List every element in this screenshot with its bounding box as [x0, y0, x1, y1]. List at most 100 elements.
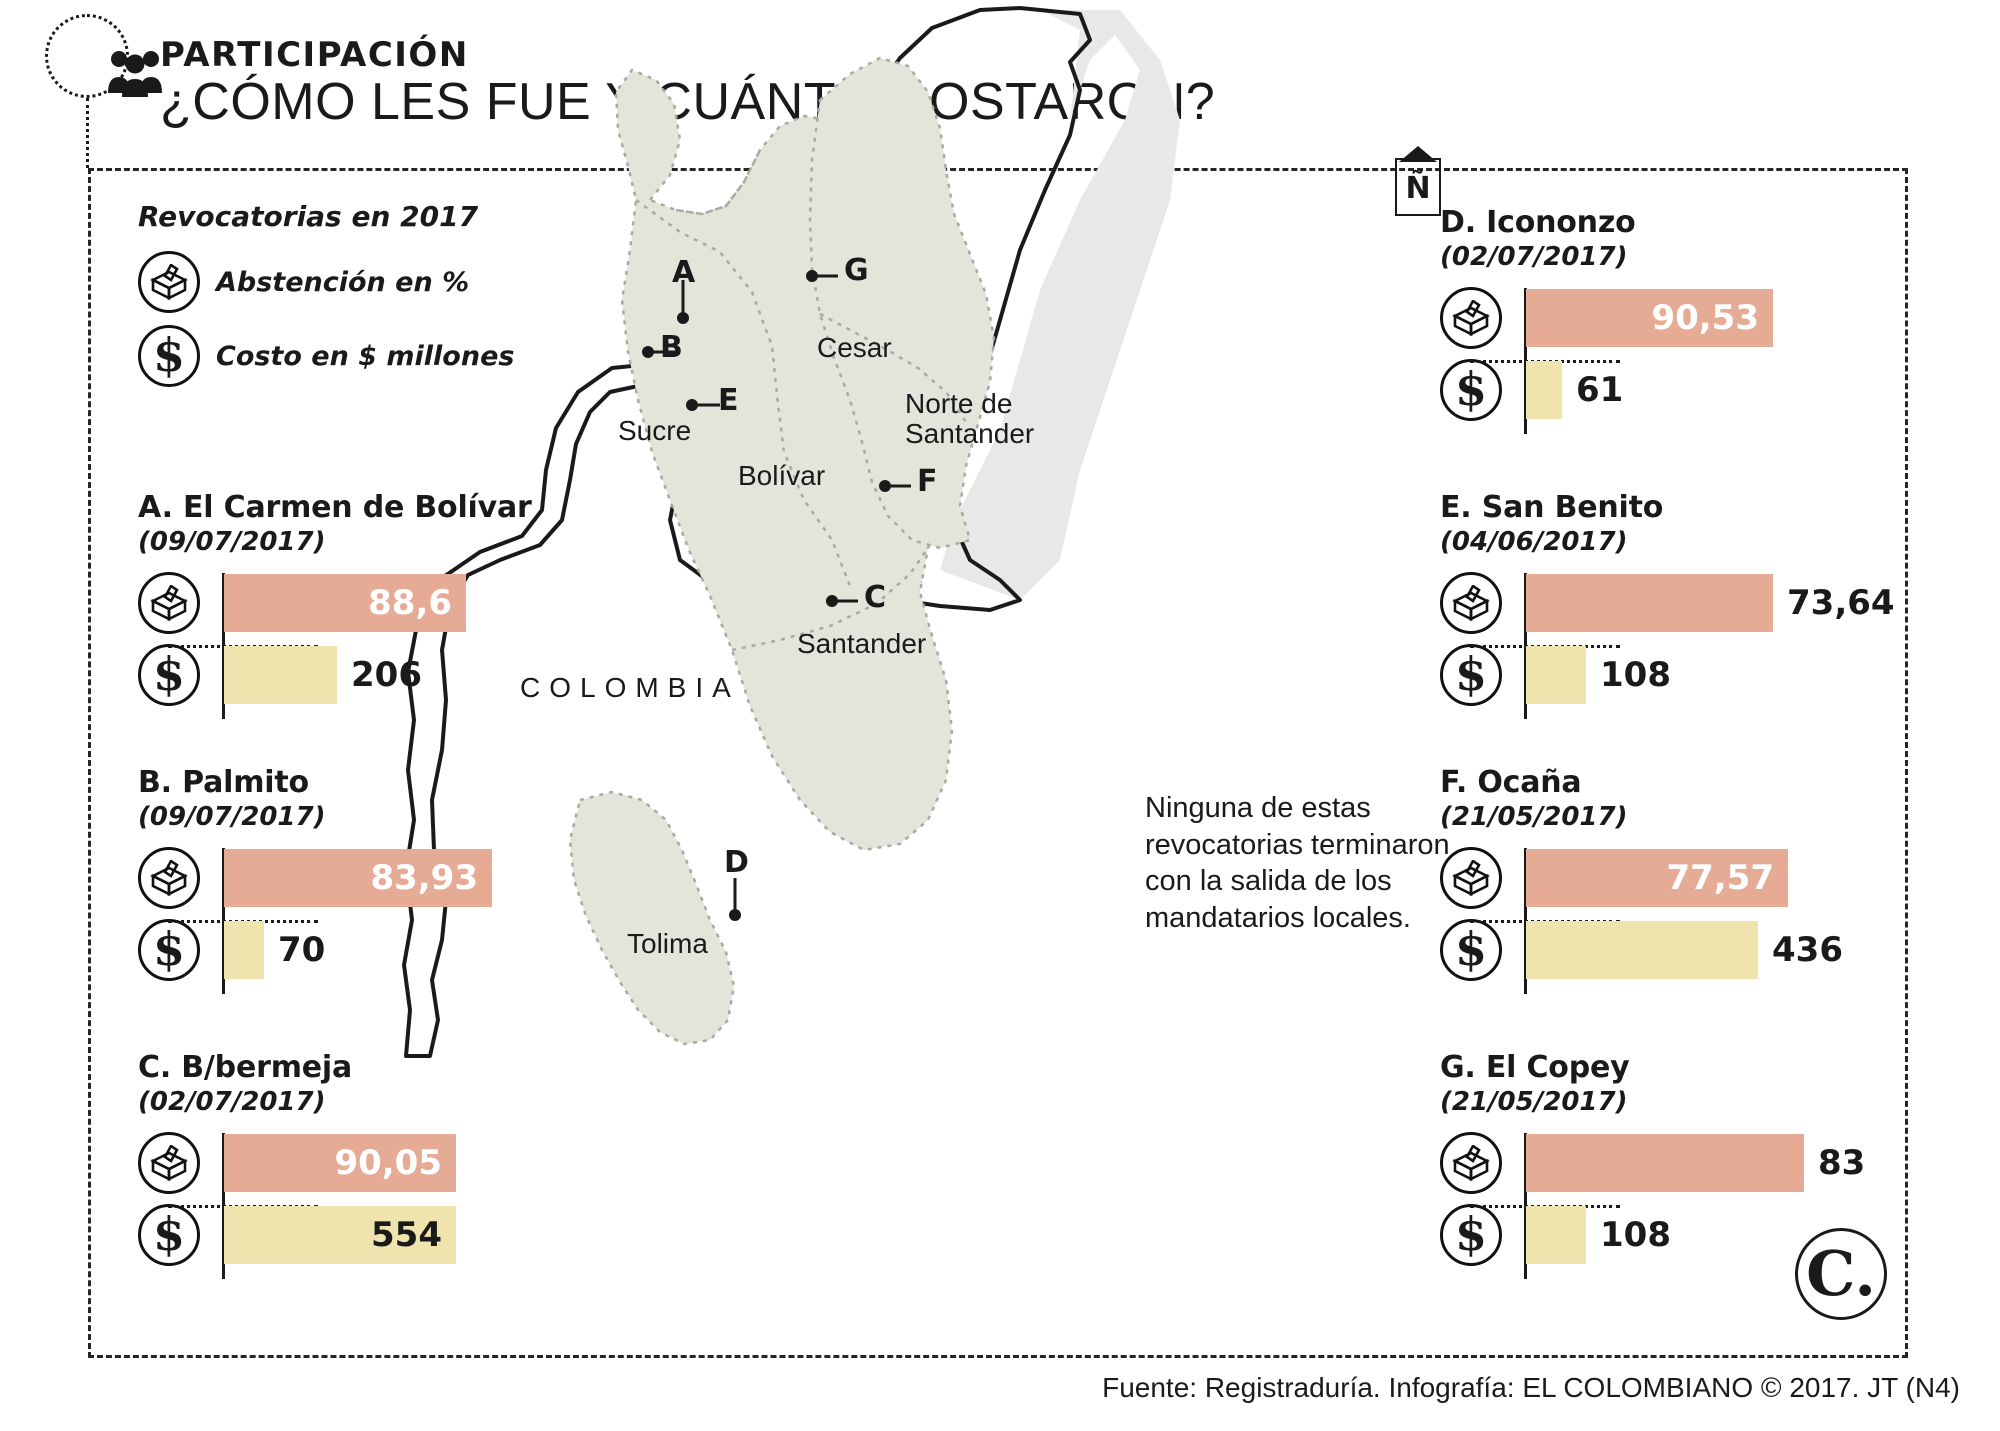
dollar-icon: $	[1440, 644, 1502, 706]
bar-value-abstencion: 83	[1818, 1143, 1866, 1183]
block-date-c: (02/07/2017)	[138, 1087, 326, 1117]
block-date-a: (09/07/2017)	[138, 527, 326, 557]
bar-row-abstencion: 90,05	[138, 1127, 598, 1199]
bar-value-costo: 108	[1600, 655, 1671, 695]
map-label-colombia: COLOMBIA	[520, 672, 740, 703]
legend-item-abstencion: Abstención en %	[138, 251, 558, 313]
block-bars-g: 83 $108	[1440, 1127, 1900, 1279]
bar-row-abstencion: 83,93	[138, 842, 598, 914]
bar-value-costo: 554	[371, 1215, 442, 1255]
block-date-f: (21/05/2017)	[1440, 802, 1628, 832]
map-svg	[402, 6, 1180, 1058]
map-label-cesar: Cesar	[817, 332, 892, 363]
bar-row-abstencion: 88,6	[138, 567, 598, 639]
chart-block-b: B. Palmito (09/07/2017) 83,93 $70	[138, 765, 598, 994]
chart-block-a: A. El Carmen de Bolívar (09/07/2017) 88,6 $…	[138, 490, 598, 719]
dollar-icon: $	[1440, 359, 1502, 421]
bar-abstencion: 88,6	[224, 574, 466, 632]
block-bars-c: 90,05 $554	[138, 1127, 598, 1279]
map-label-norte-santander-1: Norte de	[905, 388, 1013, 419]
source-credit: Fuente: Registraduría. Infografía: EL CO…	[1102, 1372, 1960, 1403]
bar-value-costo: 436	[1772, 930, 1843, 970]
bar-row-abstencion: 73,64	[1440, 567, 1900, 639]
bar-value-abstencion: 73,64	[1787, 583, 1895, 623]
bar-value-abstencion: 90,53	[1651, 298, 1759, 338]
block-bars-f: 77,57 $436	[1440, 842, 1900, 994]
map-label-tolima: Tolima	[627, 928, 708, 959]
bar-costo	[224, 646, 337, 704]
badge-stem-line	[86, 98, 89, 168]
ballot-box-icon	[1440, 847, 1502, 909]
bar-row-costo: $70	[138, 914, 598, 986]
legend-title: Revocatorias en 2017	[138, 200, 479, 233]
chart-block-d: D. Icononzo (02/07/2017) 90,53 $61	[1440, 205, 1900, 434]
bar-costo	[1526, 921, 1758, 979]
bar-abstencion	[1526, 1134, 1804, 1192]
bar-value-abstencion: 83,93	[370, 858, 478, 898]
bar-value-costo: 61	[1576, 370, 1624, 410]
bar-row-costo: $206	[138, 639, 598, 711]
block-title-d: D. Icononzo	[1440, 205, 1636, 240]
header: PARTICIPACIÓN ¿CÓMO LES FUE Y CUÁNTO COS…	[0, 0, 2000, 170]
bar-costo	[1526, 1206, 1586, 1264]
bar-row-abstencion: 90,53	[1440, 282, 1900, 354]
block-title-b: B. Palmito	[138, 765, 309, 800]
block-bars-d: 90,53 $61	[1440, 282, 1900, 434]
block-title-c: C. B/bermeja	[138, 1050, 353, 1085]
block-title-g: G. El Copey	[1440, 1050, 1630, 1085]
map-note: Ninguna de estas revocatorias terminaron…	[1145, 792, 1450, 934]
bar-abstencion	[1526, 574, 1773, 632]
bar-costo: 554	[224, 1206, 456, 1264]
people-badge-circle	[45, 14, 162, 98]
ballot-box-icon	[1440, 572, 1502, 634]
map-label-sucre: Sucre	[618, 415, 692, 446]
block-date-e: (04/06/2017)	[1440, 527, 1628, 557]
bar-row-costo: $436	[1440, 914, 1900, 986]
map-colombia: Ñ Cesar Norte de Santander Sucre Bolívar…	[380, 0, 1560, 1380]
bar-row-abstencion: 83	[1440, 1127, 1900, 1199]
chart-block-g: G. El Copey (21/05/2017) 83 $108	[1440, 1050, 1900, 1279]
compass-icon: Ñ	[1395, 158, 1441, 216]
dollar-icon: $	[1440, 1204, 1502, 1266]
header-kicker: PARTICIPACIÓN	[160, 35, 469, 75]
bar-value-costo: 108	[1600, 1215, 1671, 1255]
bar-abstencion: 90,53	[1526, 289, 1773, 347]
block-bars-b: 83,93 $70	[138, 842, 598, 994]
bar-abstencion: 83,93	[224, 849, 492, 907]
map-label-norte-santander-2: Santander	[905, 418, 1035, 449]
map-point-e: E	[718, 383, 739, 418]
dollar-icon: $	[138, 325, 200, 387]
people-icon	[108, 51, 162, 97]
chart-block-c: C. B/bermeja (02/07/2017) 90,05 $554	[138, 1050, 598, 1279]
bar-abstencion: 90,05	[224, 1134, 456, 1192]
ballot-box-icon	[138, 847, 200, 909]
block-title-e: E. San Benito	[1440, 490, 1664, 525]
block-date-g: (21/05/2017)	[1440, 1087, 1628, 1117]
ballot-box-icon	[138, 572, 200, 634]
map-point-b: B	[660, 330, 683, 365]
bar-row-costo: $108	[1440, 1199, 1900, 1271]
map-label-santander: Santander	[797, 628, 927, 659]
chart-block-e: E. San Benito (04/06/2017) 73,64 $108	[1440, 490, 1900, 719]
bar-costo	[224, 921, 264, 979]
page-title: ¿CÓMO LES FUE Y CUÁNTO COSTARON?	[160, 73, 1216, 131]
map-label-bolivar: Bolívar	[738, 460, 826, 491]
map-point-c: C	[864, 580, 887, 615]
map-point-d: D	[724, 845, 749, 880]
dollar-icon: $	[138, 919, 200, 981]
brand-logo: C.	[1795, 1228, 1887, 1320]
legend-item-costo: $ Costo en $ millones	[138, 325, 558, 387]
legend-label-abstencion: Abstención en %	[216, 266, 470, 298]
dollar-icon: $	[1440, 919, 1502, 981]
chart-block-f: F. Ocaña (21/05/2017) 77,57 $436	[1440, 765, 1900, 994]
map-point-g: G	[844, 253, 869, 288]
bar-costo	[1526, 361, 1562, 419]
bar-abstencion: 77,57	[1526, 849, 1788, 907]
legend: Revocatorias en 2017 Abstención en % $ C…	[138, 200, 558, 399]
block-title-a: A. El Carmen de Bolívar	[138, 490, 532, 525]
dollar-icon: $	[138, 644, 200, 706]
ballot-box-icon	[1440, 287, 1502, 349]
bar-row-costo: $554	[138, 1199, 598, 1271]
bar-row-abstencion: 77,57	[1440, 842, 1900, 914]
legend-label-costo: Costo en $ millones	[216, 340, 515, 372]
